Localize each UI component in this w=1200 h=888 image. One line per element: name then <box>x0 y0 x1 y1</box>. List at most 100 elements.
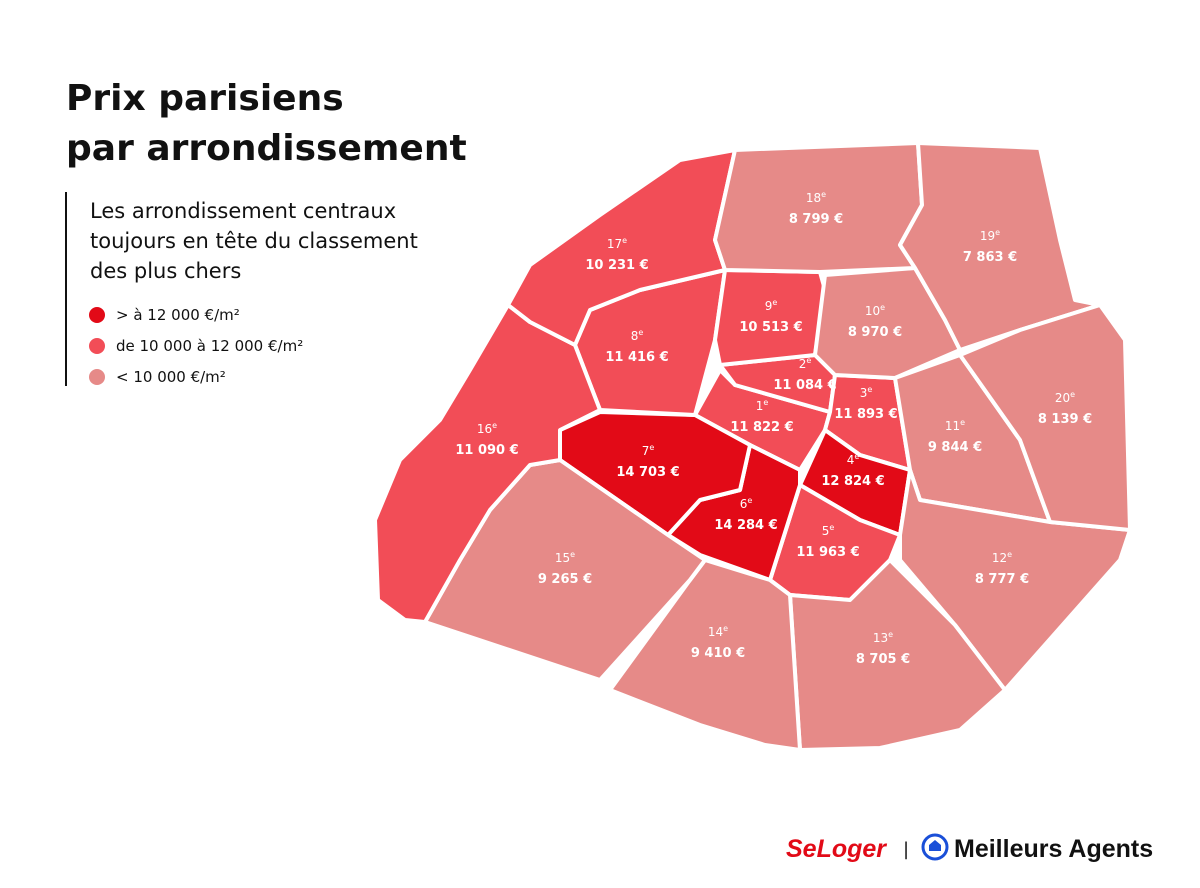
district-number: 4e <box>847 452 860 467</box>
brand-icon <box>921 833 949 861</box>
district-price: 9 410 € <box>691 646 745 661</box>
subtitle-line: toujours en tête du classement <box>90 229 418 253</box>
legend-swatch <box>89 369 105 385</box>
district-number-value: 19 <box>980 229 995 243</box>
district-number-value: 15 <box>555 551 570 565</box>
district-number: 7e <box>642 443 655 458</box>
district-number: 10e <box>865 303 885 318</box>
district <box>898 141 1102 352</box>
district-price: 14 703 € <box>616 465 679 480</box>
district-number-value: 9 <box>765 299 773 313</box>
district-suffix: e <box>867 385 872 394</box>
legend-label: > à 12 000 €/m² <box>116 306 240 324</box>
district-number: 3e <box>860 385 873 400</box>
district-price: 8 970 € <box>848 325 902 340</box>
district-suffix: e <box>854 452 859 461</box>
district-number-value: 5 <box>822 524 830 538</box>
district-suffix: e <box>649 443 654 452</box>
district-number: 1e <box>756 398 769 413</box>
district <box>713 268 827 367</box>
district-number: 8e <box>631 328 644 343</box>
district-number: 5e <box>822 523 835 538</box>
district-suffix: e <box>638 328 643 337</box>
district-price: 11 893 € <box>834 407 897 422</box>
district-price: 7 863 € <box>963 250 1017 265</box>
district-price: 12 824 € <box>821 474 884 489</box>
district-number: 9e <box>765 298 778 313</box>
district <box>788 558 1007 752</box>
district-number-value: 10 <box>865 304 880 318</box>
district-suffix: e <box>763 398 768 407</box>
district-number-value: 20 <box>1055 391 1070 405</box>
district-number: 2e <box>799 356 812 371</box>
district-number: 11e <box>945 418 965 433</box>
legend: > à 12 000 €/m² de 10 000 à 12 000 €/m² < … <box>89 306 303 386</box>
district-price: 11 084 € <box>773 378 836 393</box>
subtitle-line: des plus chers <box>90 259 241 283</box>
district-number-value: 14 <box>708 625 723 639</box>
district-suffix: e <box>880 303 885 312</box>
district-number: 13e <box>873 630 893 645</box>
district-number-value: 2 <box>799 357 807 371</box>
district-number-value: 3 <box>860 386 868 400</box>
district-suffix: e <box>622 236 627 245</box>
district-suffix: e <box>1007 550 1012 559</box>
district-suffix: e <box>960 418 965 427</box>
district <box>608 558 802 752</box>
district-suffix: e <box>821 190 826 199</box>
brand-meilleurs-agents: Meilleurs Agents <box>954 835 1153 863</box>
district-price: 10 231 € <box>585 258 648 273</box>
district-price: 11 822 € <box>730 420 793 435</box>
district-suffix: e <box>806 356 811 365</box>
title-line: par arrondissement <box>66 128 467 169</box>
district-price: 14 284 € <box>714 518 777 533</box>
district-suffix: e <box>747 496 752 505</box>
district <box>373 303 602 624</box>
district-number-value: 1 <box>756 399 764 413</box>
district-number-value: 16 <box>477 422 492 436</box>
legend-label: < 10 000 €/m² <box>116 368 226 386</box>
district-suffix: e <box>995 228 1000 237</box>
district-number-value: 8 <box>631 329 639 343</box>
district-number: 12e <box>992 550 1012 565</box>
legend-swatch <box>89 338 105 354</box>
district-price: 11 963 € <box>796 545 859 560</box>
district-price: 11 090 € <box>455 443 518 458</box>
district-number: 6e <box>740 496 753 511</box>
district-number: 19e <box>980 228 1000 243</box>
district-suffix: e <box>888 630 893 639</box>
district-number-value: 6 <box>740 497 748 511</box>
district-price: 8 777 € <box>975 572 1029 587</box>
district-suffix: e <box>829 523 834 532</box>
district-suffix: e <box>570 550 575 559</box>
district-number: 17e <box>607 236 627 251</box>
districts <box>373 141 1132 752</box>
brand-seloger: SeLoger <box>786 835 887 863</box>
district-number: 15e <box>555 550 575 565</box>
subtitle-line: Les arrondissement centraux <box>90 199 396 223</box>
district <box>958 303 1132 532</box>
district-number: 20e <box>1055 390 1075 405</box>
district-number-value: 11 <box>945 419 960 433</box>
district-number-value: 4 <box>847 453 855 467</box>
district-number-value: 12 <box>992 551 1007 565</box>
district-number-value: 7 <box>642 444 650 458</box>
district-suffix: e <box>772 298 777 307</box>
subtitle-bar <box>65 192 67 386</box>
district-price: 8 799 € <box>789 212 843 227</box>
district-number: 18e <box>806 190 826 205</box>
district-price: 9 844 € <box>928 440 982 455</box>
title-line: Prix parisiens <box>66 78 344 119</box>
district-number: 16e <box>477 421 497 436</box>
district-price: 9 265 € <box>538 572 592 587</box>
district-number-value: 18 <box>806 191 821 205</box>
district-number-value: 17 <box>607 237 622 251</box>
district-number: 14e <box>708 624 728 639</box>
district-number-value: 13 <box>873 631 888 645</box>
district-suffix: e <box>492 421 497 430</box>
district-price: 10 513 € <box>739 320 802 335</box>
district-suffix: e <box>1070 390 1075 399</box>
district-price: 11 416 € <box>605 350 668 365</box>
